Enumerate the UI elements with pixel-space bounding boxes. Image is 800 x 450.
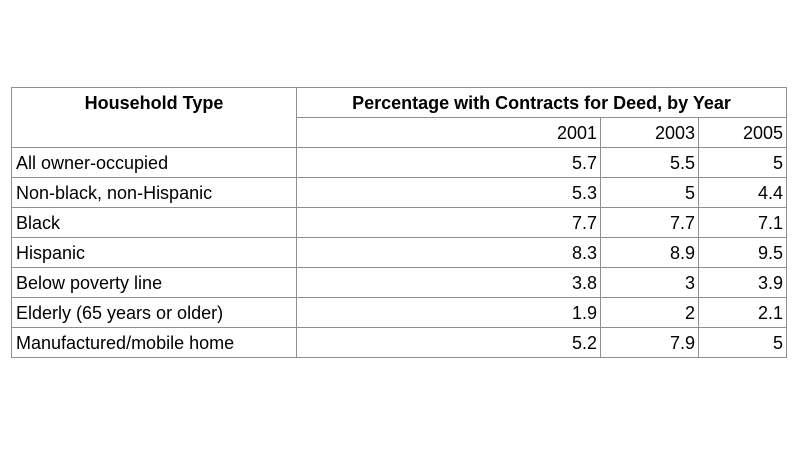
cell-value: 8.3 bbox=[296, 237, 601, 268]
cell-value: 5.5 bbox=[600, 147, 699, 178]
cell-value: 7.7 bbox=[296, 207, 601, 238]
cell-value: 5.7 bbox=[296, 147, 601, 178]
cell-value: 5 bbox=[698, 147, 787, 178]
cell-value: 3.9 bbox=[698, 267, 787, 298]
table-row: Non-black, non-Hispanic 5.3 5 4.4 bbox=[11, 177, 787, 208]
table-row: Black 7.7 7.7 7.1 bbox=[11, 207, 787, 238]
table-row: Hispanic 8.3 8.9 9.5 bbox=[11, 237, 787, 268]
row-label: Elderly (65 years or older) bbox=[11, 297, 297, 328]
cell-value: 3.8 bbox=[296, 267, 601, 298]
cell-value: 9.5 bbox=[698, 237, 787, 268]
row-label: Hispanic bbox=[11, 237, 297, 268]
header-row: Household Type Percentage with Contracts… bbox=[11, 87, 787, 148]
cell-value: 1.9 bbox=[296, 297, 601, 328]
cell-value: 7.7 bbox=[600, 207, 699, 238]
cell-value: 3 bbox=[600, 267, 699, 298]
year-header-2001: 2001 bbox=[296, 117, 601, 148]
percentage-group-header: Percentage with Contracts for Deed, by Y… bbox=[296, 87, 787, 118]
year-header-2005: 2005 bbox=[698, 117, 787, 148]
cell-value: 5.3 bbox=[296, 177, 601, 208]
cell-value: 5 bbox=[698, 327, 787, 358]
cell-value: 5 bbox=[600, 177, 699, 208]
row-label: Below poverty line bbox=[11, 267, 297, 298]
cell-value: 2 bbox=[600, 297, 699, 328]
table-row: Below poverty line 3.8 3 3.9 bbox=[11, 267, 787, 298]
cell-value: 4.4 bbox=[698, 177, 787, 208]
cell-value: 8.9 bbox=[600, 237, 699, 268]
table-body: Household Type Percentage with Contracts… bbox=[11, 87, 787, 358]
cell-value: 5.2 bbox=[296, 327, 601, 358]
table-row: Manufactured/mobile home 5.2 7.9 5 bbox=[11, 327, 787, 358]
row-label: Black bbox=[11, 207, 297, 238]
row-label: Non-black, non-Hispanic bbox=[11, 177, 297, 208]
cell-value: 7.9 bbox=[600, 327, 699, 358]
contracts-for-deed-table: Household Type Percentage with Contracts… bbox=[11, 87, 787, 358]
year-header-2003: 2003 bbox=[600, 117, 699, 148]
table-row: All owner-occupied 5.7 5.5 5 bbox=[11, 147, 787, 178]
year-header-row: 2001 2003 2005 bbox=[12, 117, 787, 148]
cell-value: 7.1 bbox=[698, 207, 787, 238]
cell-value: 2.1 bbox=[698, 297, 787, 328]
row-label: All owner-occupied bbox=[11, 147, 297, 178]
table-row: Elderly (65 years or older) 1.9 2 2.1 bbox=[11, 297, 787, 328]
row-label: Manufactured/mobile home bbox=[11, 327, 297, 358]
household-type-header: Household Type bbox=[11, 87, 297, 148]
